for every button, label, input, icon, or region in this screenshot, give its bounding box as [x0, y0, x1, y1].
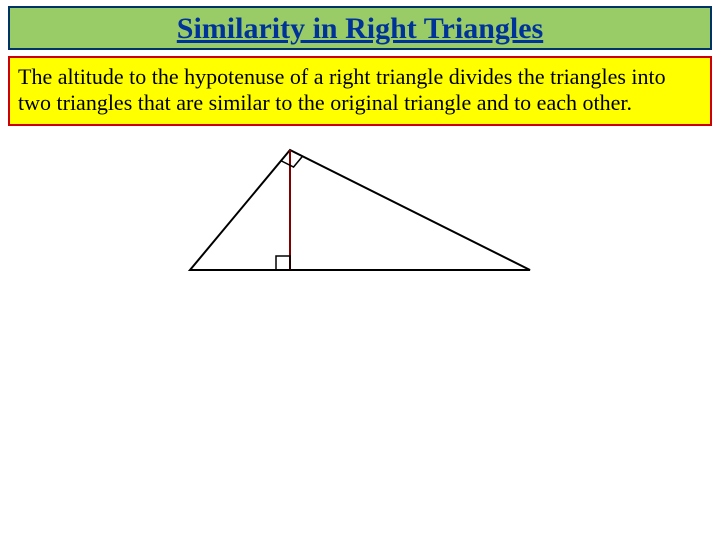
triangle-diagram — [170, 140, 550, 280]
title-bar: Similarity in Right Triangles — [8, 6, 712, 50]
theorem-box: The altitude to the hypotenuse of a righ… — [8, 56, 712, 126]
theorem-text: The altitude to the hypotenuse of a righ… — [18, 64, 702, 116]
diagram-container — [0, 140, 720, 280]
page-title: Similarity in Right Triangles — [177, 12, 543, 45]
